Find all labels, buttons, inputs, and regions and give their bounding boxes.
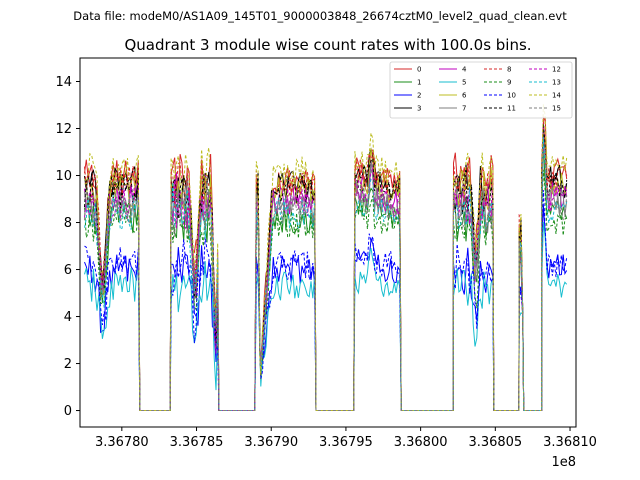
y-tick-label: 12 bbox=[55, 122, 72, 137]
legend-label-10: 10 bbox=[507, 92, 516, 100]
series-layer bbox=[84, 104, 568, 411]
legend-label-5: 5 bbox=[462, 79, 466, 87]
legend-label-9: 9 bbox=[507, 79, 511, 87]
legend-label-4: 4 bbox=[462, 66, 467, 74]
legend-label-14: 14 bbox=[552, 92, 561, 100]
legend-label-11: 11 bbox=[507, 105, 516, 113]
legend-box bbox=[389, 61, 573, 119]
x-tick-label: 3.36800 bbox=[394, 435, 448, 450]
legend-label-6: 6 bbox=[462, 92, 467, 100]
y-tick-label: 0 bbox=[64, 404, 72, 419]
legend-label-0: 0 bbox=[417, 66, 421, 74]
x-tick-label: 3.36790 bbox=[244, 435, 298, 450]
legend-label-8: 8 bbox=[507, 66, 511, 74]
y-tick-label: 8 bbox=[64, 216, 72, 231]
x-tick-label: 3.36780 bbox=[95, 435, 149, 450]
y-tick-label: 10 bbox=[55, 169, 72, 184]
y-tick-label: 14 bbox=[55, 75, 72, 90]
data-file-header: Data file: modeM0/AS1A09_145T01_90000038… bbox=[73, 9, 567, 23]
plot-frame bbox=[79, 57, 577, 428]
y-tick-label: 2 bbox=[64, 357, 72, 372]
legend-label-1: 1 bbox=[417, 79, 421, 87]
legend-label-13: 13 bbox=[552, 79, 561, 87]
y-axis: 0 2 4 6 8 10 12 14 bbox=[55, 75, 80, 419]
y-tick-label: 4 bbox=[64, 310, 72, 325]
x-tick-label: 3.36805 bbox=[468, 435, 522, 450]
y-tick-label: 6 bbox=[64, 263, 72, 278]
legend-label-7: 7 bbox=[462, 105, 466, 113]
chart-title: Quadrant 3 module wise count rates with … bbox=[124, 36, 531, 54]
x-axis: 3.36780 3.36785 3.36790 3.36795 3.36800 3.368… bbox=[95, 427, 597, 450]
legend-label-15: 15 bbox=[552, 105, 561, 113]
x-tick-label: 3.36810 bbox=[543, 435, 597, 450]
x-offset-label: 1e8 bbox=[551, 455, 576, 470]
x-tick-label: 3.36785 bbox=[170, 435, 224, 450]
legend-label-2: 2 bbox=[417, 92, 421, 100]
series-line-15 bbox=[84, 149, 568, 411]
x-tick-label: 3.36795 bbox=[319, 435, 373, 450]
legend-label-3: 3 bbox=[417, 105, 421, 113]
legend-label-12: 12 bbox=[552, 66, 561, 74]
